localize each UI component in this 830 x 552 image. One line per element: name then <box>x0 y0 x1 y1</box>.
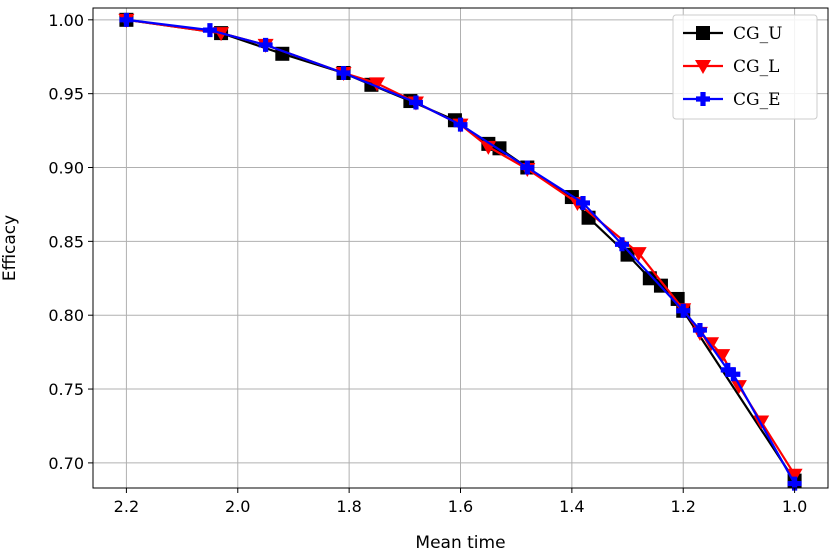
data-point <box>720 362 735 377</box>
data-point <box>576 195 590 210</box>
data-point <box>692 322 707 337</box>
data-point <box>642 271 657 286</box>
data-point <box>453 117 468 132</box>
legend-item: CG_U <box>683 24 782 44</box>
x-tick-label: 1.4 <box>559 497 584 516</box>
data-point <box>630 247 647 262</box>
legend-marker <box>696 26 710 40</box>
series-layer <box>118 12 803 491</box>
x-tick-label: 1.8 <box>336 497 361 516</box>
data-point <box>119 12 134 27</box>
data-point <box>614 237 629 252</box>
y-tick-label: 0.75 <box>48 380 84 399</box>
y-tick-label: 0.80 <box>48 306 84 325</box>
legend-box <box>672 14 818 120</box>
data-point <box>730 380 747 395</box>
data-point <box>714 349 731 364</box>
legend-marker <box>696 92 710 106</box>
x-tick-label: 1.0 <box>782 497 807 516</box>
data-point <box>258 37 273 52</box>
x-tick-label: 2.2 <box>114 497 139 516</box>
x-tick-label: 1.6 <box>448 497 473 516</box>
y-tick-label: 1.00 <box>48 11 84 30</box>
x-tick-label: 1.2 <box>671 497 696 516</box>
data-point <box>726 367 741 382</box>
ticks: 2.2 2.0 1.8 1.6 1.4 1.2 1.0 0.70 0.75 0.80 0.85 0.9… <box>48 11 807 516</box>
series-line <box>126 18 796 485</box>
data-point <box>202 23 217 38</box>
y-tick-label: 0.90 <box>48 159 84 178</box>
data-point <box>676 303 691 318</box>
data-point <box>786 468 803 483</box>
y-tick-label: 0.85 <box>48 232 84 251</box>
y-tick-label: 0.70 <box>48 454 84 473</box>
legend-item: CG_E <box>683 90 781 110</box>
legend-label: CG_L <box>733 57 779 77</box>
legend-label: CG_U <box>733 24 782 44</box>
data-point <box>336 65 351 80</box>
series-cg-e <box>119 12 802 491</box>
x-tick-label: 2.0 <box>225 497 250 516</box>
data-point <box>368 77 385 92</box>
legend-marker <box>695 60 711 74</box>
y-axis-label: Efficacy <box>0 215 20 281</box>
data-point <box>787 476 802 491</box>
x-axis-label: Mean time <box>415 533 505 552</box>
data-point <box>520 160 535 175</box>
y-tick-label: 0.95 <box>48 85 84 104</box>
legend: CG_U CG_L CG_E <box>672 14 818 120</box>
legend-label: CG_E <box>733 90 781 110</box>
legend-item: CG_L <box>683 57 779 77</box>
data-point <box>408 95 423 110</box>
